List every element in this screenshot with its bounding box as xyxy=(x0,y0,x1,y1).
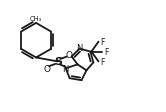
Text: O: O xyxy=(43,64,50,73)
Text: N: N xyxy=(62,65,68,74)
Text: S: S xyxy=(54,57,62,67)
Text: F: F xyxy=(104,48,109,57)
Text: CH₃: CH₃ xyxy=(30,16,42,22)
Text: F: F xyxy=(100,57,105,66)
Text: N: N xyxy=(76,44,83,53)
Text: F: F xyxy=(100,38,105,47)
Text: O: O xyxy=(65,51,72,59)
